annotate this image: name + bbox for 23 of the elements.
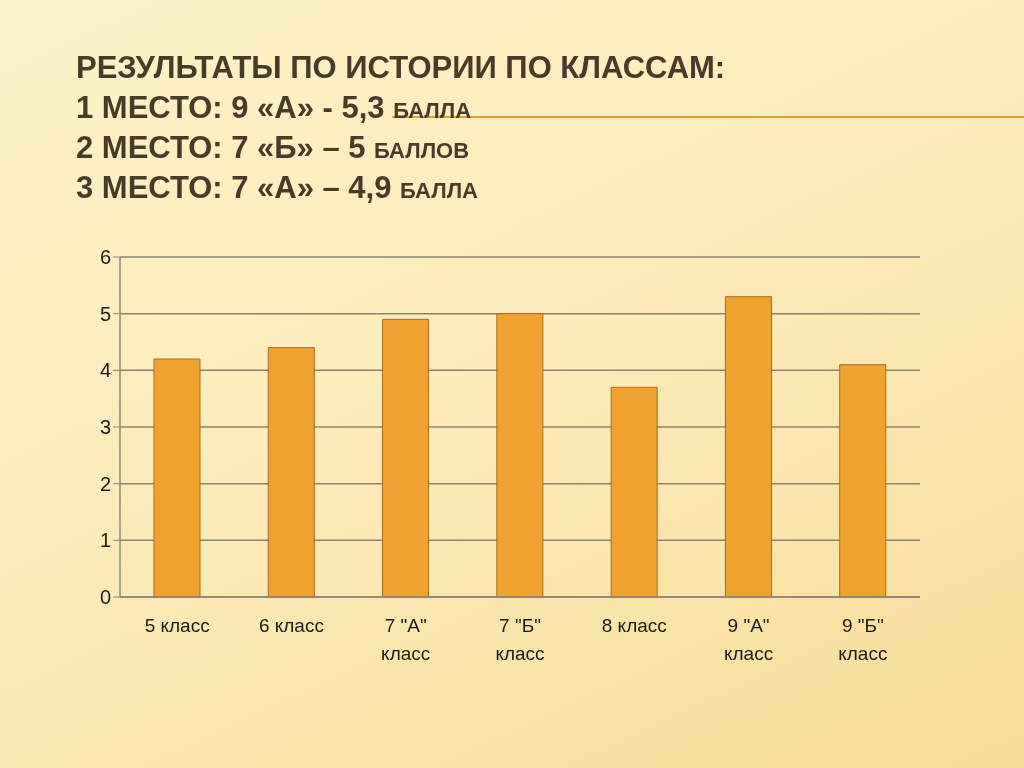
bar — [382, 318, 430, 597]
x-tick-label: 7 "А" класс — [381, 615, 431, 665]
bar — [496, 313, 544, 597]
y-tick-label: 3 — [99, 416, 111, 439]
x-tick-label: 8 класс — [601, 615, 667, 637]
y-tick-label: 6 — [99, 246, 111, 269]
y-tick-label: 2 — [99, 472, 111, 495]
bar — [267, 347, 315, 597]
y-tick-label: 1 — [99, 529, 111, 552]
y-tick-label: 5 — [99, 302, 111, 325]
chart-title: РЕЗУЛЬТАТЫ ПО ИСТОРИИ ПО КЛАССАМ: — [76, 49, 726, 87]
x-tick-label: 6 класс — [258, 615, 324, 637]
y-tick-label: 0 — [99, 586, 111, 609]
x-tick-label: 5 класс — [144, 615, 210, 637]
chart-subtitle: 1 МЕСТО: 9 «А» - 5,3 балла 2 МЕСТО: 7 «Б» – 5 баллов 3 МЕСТО: 7 «А» – 4,9 балла — [76, 89, 479, 207]
bar — [610, 386, 658, 597]
x-tick-label: 9 "А" класс — [723, 615, 774, 665]
x-tick-label: 9 "Б" класс — [838, 615, 888, 665]
bar — [153, 358, 201, 597]
bar — [839, 364, 887, 597]
x-tick-label: 7 "Б" класс — [495, 615, 545, 665]
y-tick-label: 4 — [99, 359, 111, 382]
bar — [724, 296, 772, 597]
